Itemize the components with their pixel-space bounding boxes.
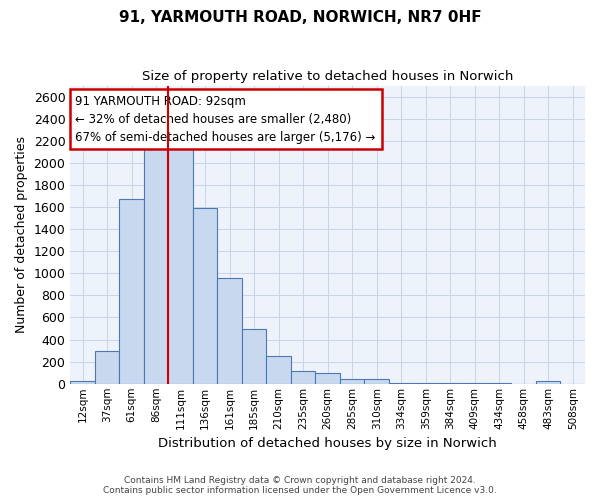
Y-axis label: Number of detached properties: Number of detached properties bbox=[15, 136, 28, 333]
Bar bbox=[438, 383, 463, 384]
Bar bbox=[242, 328, 266, 384]
Bar bbox=[389, 383, 413, 384]
Bar bbox=[119, 200, 144, 384]
Title: Size of property relative to detached houses in Norwich: Size of property relative to detached ho… bbox=[142, 70, 514, 83]
Bar bbox=[70, 381, 95, 384]
Bar bbox=[291, 370, 316, 384]
Bar bbox=[463, 383, 487, 384]
Bar bbox=[487, 383, 511, 384]
Bar bbox=[217, 278, 242, 384]
Bar bbox=[364, 380, 389, 384]
Text: 91, YARMOUTH ROAD, NORWICH, NR7 0HF: 91, YARMOUTH ROAD, NORWICH, NR7 0HF bbox=[119, 10, 481, 25]
Bar bbox=[413, 383, 438, 384]
Bar bbox=[536, 381, 560, 384]
Bar bbox=[95, 350, 119, 384]
Bar bbox=[316, 372, 340, 384]
Bar bbox=[266, 356, 291, 384]
X-axis label: Distribution of detached houses by size in Norwich: Distribution of detached houses by size … bbox=[158, 437, 497, 450]
Text: Contains HM Land Registry data © Crown copyright and database right 2024.
Contai: Contains HM Land Registry data © Crown c… bbox=[103, 476, 497, 495]
Bar bbox=[193, 208, 217, 384]
Bar bbox=[340, 380, 364, 384]
Bar bbox=[169, 148, 193, 384]
Bar bbox=[144, 146, 169, 384]
Text: 91 YARMOUTH ROAD: 92sqm
← 32% of detached houses are smaller (2,480)
67% of semi: 91 YARMOUTH ROAD: 92sqm ← 32% of detache… bbox=[76, 94, 376, 144]
